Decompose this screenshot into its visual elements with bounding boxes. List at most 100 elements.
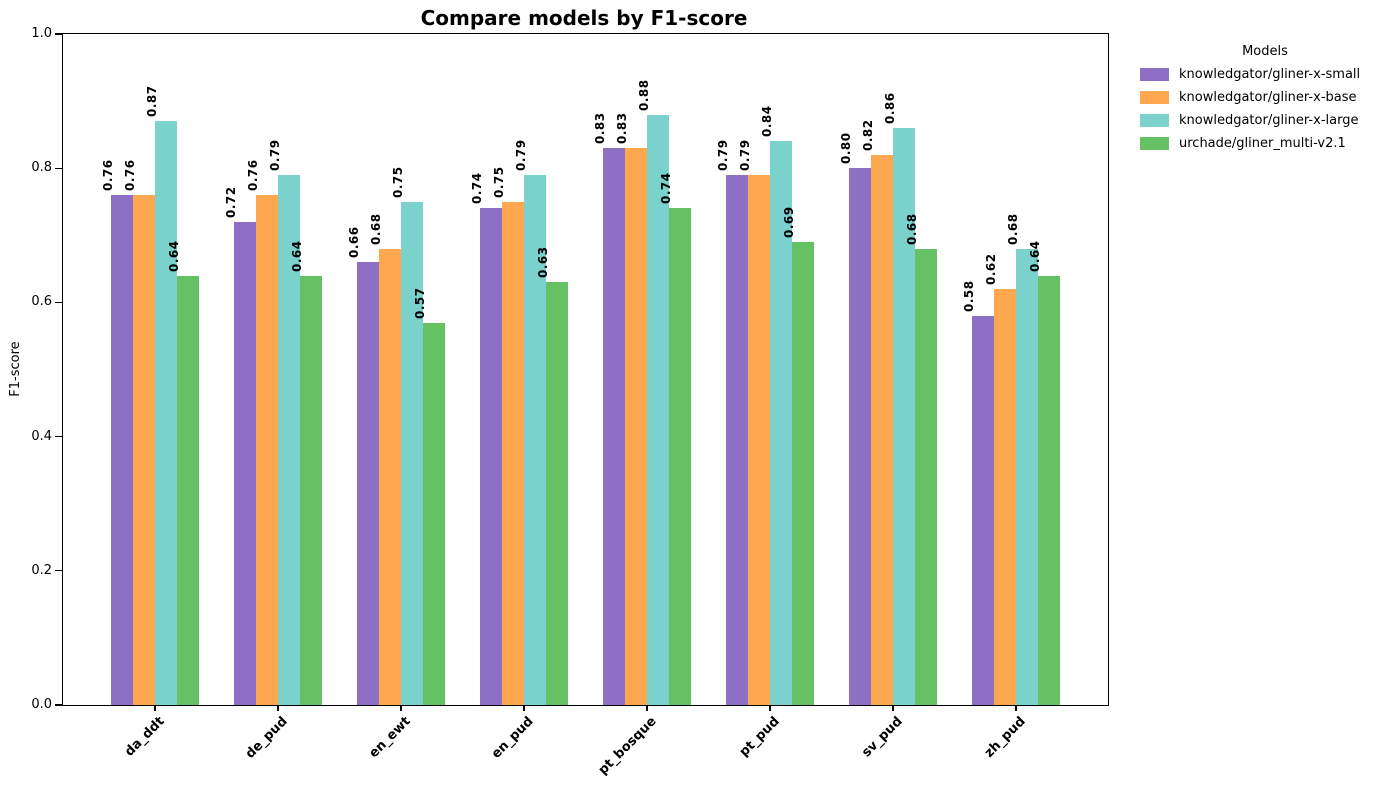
y-tick-mark <box>55 33 62 35</box>
bar-value-label: 0.74 <box>470 172 484 205</box>
bar-value-label: 0.84 <box>760 105 774 138</box>
bar-value-label: 0.75 <box>492 166 506 198</box>
chart-title: Compare models by F1-score <box>420 6 748 30</box>
x-tick-mark <box>523 705 525 711</box>
bar-pt_pud-series1 <box>748 174 770 705</box>
bar-en_ewt-series2 <box>401 201 423 705</box>
legend-entry-2: knowledgator/gliner-x-large <box>1140 114 1389 127</box>
bar-group-en_pud: 0.74 0.75 0.79 0.63 <box>463 34 586 705</box>
legend-entry-0: knowledgator/gliner-x-small <box>1140 68 1389 81</box>
x-tick-label-de_pud: de_pud <box>242 714 291 762</box>
bar-en_ewt-series0 <box>357 262 379 705</box>
x-tick-mark <box>892 705 894 711</box>
bar-zh_pud-series1 <box>994 288 1016 705</box>
x-tick-label-pt_bosque: pt_bosque <box>595 714 660 778</box>
bar-sv_pud-series2 <box>893 127 915 705</box>
y-axis-label: F1-score <box>8 341 23 397</box>
bar-pt_bosque-series1 <box>625 148 647 705</box>
bar-da_ddt-series1 <box>133 195 155 705</box>
bar-value-label: 0.63 <box>536 246 550 279</box>
bar-pt_pud-series3 <box>792 242 814 705</box>
plot-area: 0.76 0.76 0.87 0.64 0.72 0.76 0.79 0.64 0.66 0.68… <box>62 33 1109 706</box>
bar-da_ddt-series0 <box>111 195 133 705</box>
bar-value-label: 0.79 <box>514 139 528 171</box>
bar-en_pud-series3 <box>546 282 568 705</box>
bar-en_pud-series2 <box>524 174 546 705</box>
bar-pt_bosque-series2 <box>647 114 669 705</box>
y-tick-label-0.6: 0.6 <box>31 294 52 310</box>
legend-entry-1: knowledgator/gliner-x-base <box>1140 91 1389 104</box>
y-tick-label-0.8: 0.8 <box>31 160 52 176</box>
bar-value-label: 0.76 <box>246 159 260 192</box>
bar-value-label: 0.62 <box>984 253 998 285</box>
bar-value-label: 0.66 <box>347 226 361 259</box>
bar-value-label: 0.88 <box>637 78 651 111</box>
bar-value-label: 0.64 <box>167 239 181 272</box>
bar-value-label: 0.64 <box>1028 239 1042 272</box>
bar-group-en_ewt: 0.66 0.68 0.75 0.57 <box>340 34 463 705</box>
legend-label: knowledgator/gliner-x-base <box>1179 90 1357 105</box>
y-tick-label-0.4: 0.4 <box>31 428 52 444</box>
bar-group-zh_pud: 0.58 0.62 0.68 0.64 <box>955 34 1078 705</box>
bar-group-de_pud: 0.72 0.76 0.79 0.64 <box>217 34 340 705</box>
legend-label: urchade/gliner_multi-v2.1 <box>1179 136 1346 151</box>
y-tick-label-0.2: 0.2 <box>31 562 52 578</box>
bar-value-label: 0.64 <box>290 239 304 272</box>
legend-title: Models <box>1242 44 1288 59</box>
bar-value-label: 0.79 <box>738 139 752 171</box>
bars-layer: 0.76 0.76 0.87 0.64 0.72 0.76 0.79 0.64 0.66 0.68… <box>63 34 1108 705</box>
bar-zh_pud-series3 <box>1038 275 1060 705</box>
bar-value-label: 0.68 <box>369 213 383 245</box>
legend-swatch-icon <box>1140 68 1169 81</box>
bar-value-label: 0.86 <box>883 92 897 124</box>
legend-entry-3: urchade/gliner_multi-v2.1 <box>1140 137 1389 150</box>
x-tick-mark <box>1015 705 1017 711</box>
bar-group-da_ddt: 0.76 0.76 0.87 0.64 <box>94 34 217 705</box>
bar-value-label: 0.83 <box>593 112 607 145</box>
bar-pt_bosque-series3 <box>669 208 691 705</box>
bar-value-label: 0.68 <box>1006 213 1020 245</box>
bar-group-sv_pud: 0.80 0.82 0.86 0.68 <box>832 34 955 705</box>
bar-value-label: 0.75 <box>391 166 405 198</box>
x-tick-mark <box>400 705 402 711</box>
y-tick-mark <box>55 435 62 438</box>
bar-value-label: 0.80 <box>839 132 853 165</box>
bar-value-label: 0.83 <box>615 112 629 145</box>
bar-en_pud-series1 <box>502 201 524 705</box>
y-tick-label-0.0: 0.0 <box>31 697 52 712</box>
bar-value-label: 0.72 <box>224 186 238 218</box>
bar-pt_pud-series2 <box>770 141 792 705</box>
y-tick-mark <box>55 167 62 169</box>
bar-de_pud-series0 <box>234 221 256 705</box>
x-tick-label-en_ewt: en_ewt <box>366 714 414 762</box>
bar-en_ewt-series1 <box>379 248 401 705</box>
x-tick-mark <box>769 705 771 711</box>
legend: Models knowledgator/gliner-x-small knowle… <box>1140 44 1389 160</box>
bar-sv_pud-series3 <box>915 248 937 705</box>
bar-value-label: 0.79 <box>716 139 730 171</box>
x-tick-mark <box>277 705 279 711</box>
bar-value-label: 0.68 <box>905 213 919 245</box>
legend-swatch-icon <box>1140 114 1169 127</box>
bar-value-label: 0.74 <box>659 172 673 205</box>
bar-value-label: 0.69 <box>782 206 796 239</box>
bar-value-label: 0.58 <box>962 280 976 312</box>
bar-pt_bosque-series0 <box>603 148 625 705</box>
x-tick-label-en_pud: en_pud <box>488 714 537 762</box>
legend-label: knowledgator/gliner-x-small <box>1179 67 1361 82</box>
x-tick-label-da_ddt: da_ddt <box>122 714 168 760</box>
bar-sv_pud-series0 <box>849 168 871 705</box>
bar-de_pud-series3 <box>300 275 322 705</box>
bar-value-label: 0.76 <box>123 159 137 192</box>
legend-rows: knowledgator/gliner-x-small knowledgator/… <box>1140 68 1389 150</box>
legend-swatch-icon <box>1140 137 1169 150</box>
y-tick-label-1.0: 1.0 <box>31 26 52 41</box>
legend-swatch-icon <box>1140 91 1169 104</box>
x-tick-label-zh_pud: zh_pud <box>981 714 1029 761</box>
bar-en_pud-series0 <box>480 208 502 705</box>
bar-value-label: 0.76 <box>101 159 115 192</box>
y-tick-mark <box>55 570 62 572</box>
y-tick-mark <box>55 704 62 706</box>
bar-value-label: 0.79 <box>268 139 282 171</box>
bar-de_pud-series2 <box>278 174 300 705</box>
